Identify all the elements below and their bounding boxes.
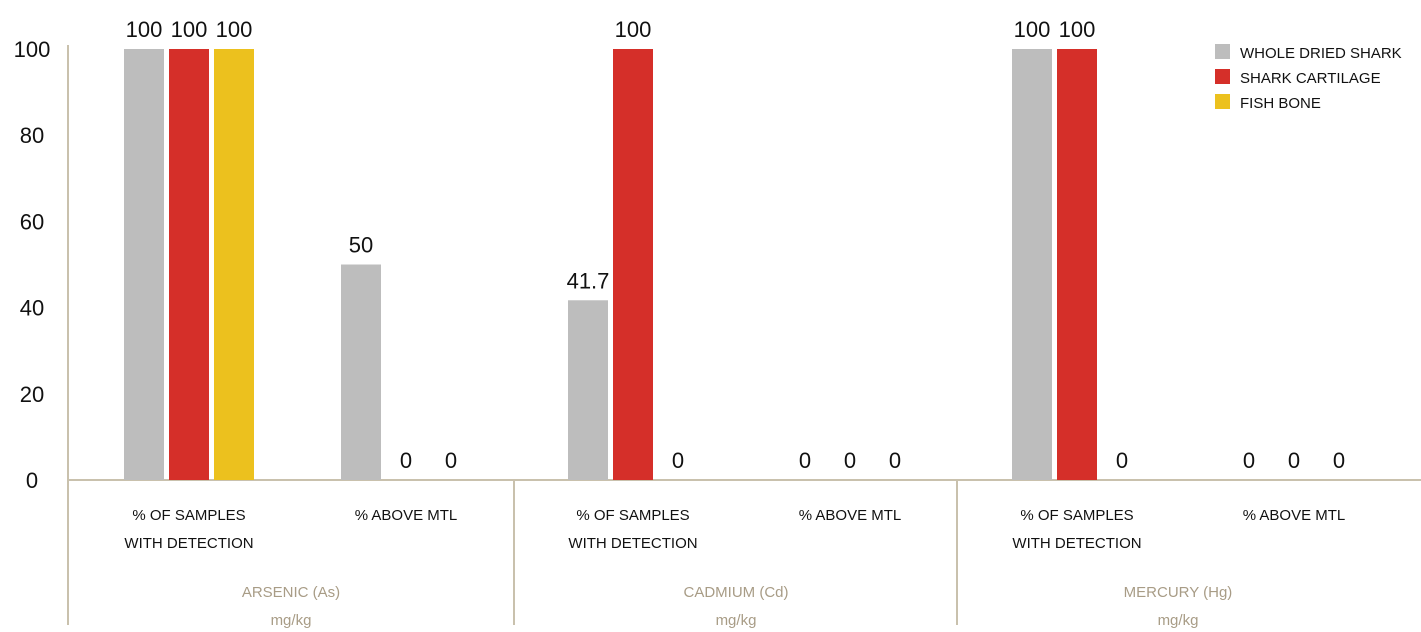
bar-whole-dried-shark [341, 264, 381, 480]
bar-whole-dried-shark [1012, 49, 1052, 480]
group-label: MERCURY (Hg) [1124, 584, 1233, 601]
data-label: 100 [171, 17, 208, 42]
data-label: 0 [445, 448, 457, 473]
data-label: 0 [889, 448, 901, 473]
y-tick-label: 100 [14, 37, 51, 62]
bar-shark-cartilage [169, 49, 209, 480]
bar-whole-dried-shark [568, 300, 608, 480]
legend-label: WHOLE DRIED SHARK [1240, 45, 1402, 62]
category-label: % OF SAMPLES [576, 507, 689, 524]
y-tick-label: 20 [20, 382, 44, 407]
group-unit-label: mg/kg [271, 612, 312, 629]
legend-swatch [1215, 94, 1230, 109]
bar-fish-bone [214, 49, 254, 480]
category-label: % OF SAMPLES [132, 507, 245, 524]
bar-shark-cartilage [613, 49, 653, 480]
y-tick-label: 40 [20, 296, 44, 321]
category-label: % ABOVE MTL [355, 507, 458, 524]
group-unit-label: mg/kg [716, 612, 757, 629]
bar-whole-dried-shark [124, 49, 164, 480]
data-label: 100 [216, 17, 253, 42]
legend-swatch [1215, 44, 1230, 59]
data-label: 0 [1243, 448, 1255, 473]
group-unit-label: mg/kg [1158, 612, 1199, 629]
group-label: CADMIUM (Cd) [684, 584, 789, 601]
legend-label: SHARK CARTILAGE [1240, 70, 1381, 87]
category-label: WITH DETECTION [1012, 535, 1141, 552]
category-label: % ABOVE MTL [799, 507, 902, 524]
data-label: 0 [799, 448, 811, 473]
data-label: 0 [844, 448, 856, 473]
y-tick-label: 60 [20, 209, 44, 234]
category-label: WITH DETECTION [568, 535, 697, 552]
y-tick-label: 0 [26, 468, 38, 493]
category-label: % OF SAMPLES [1020, 507, 1133, 524]
category-label: WITH DETECTION [124, 535, 253, 552]
data-label: 0 [672, 448, 684, 473]
bar-shark-cartilage [1057, 49, 1097, 480]
data-label: 0 [1288, 448, 1300, 473]
data-label: 0 [1333, 448, 1345, 473]
legend-label: FISH BONE [1240, 95, 1321, 112]
data-label: 100 [1059, 17, 1096, 42]
y-tick-label: 80 [20, 123, 44, 148]
group-label: ARSENIC (As) [242, 584, 340, 601]
data-label: 41.7 [567, 268, 610, 293]
data-label: 50 [349, 233, 373, 258]
data-label: 0 [1116, 448, 1128, 473]
data-label: 100 [1014, 17, 1051, 42]
legend-swatch [1215, 69, 1230, 84]
category-label: % ABOVE MTL [1243, 507, 1346, 524]
data-label: 100 [126, 17, 163, 42]
data-label: 100 [615, 17, 652, 42]
data-label: 0 [400, 448, 412, 473]
